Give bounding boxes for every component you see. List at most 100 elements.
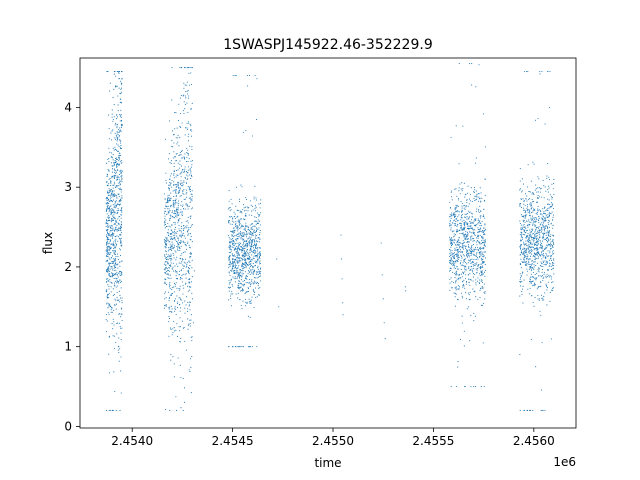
data-point [120,316,122,318]
data-point [183,193,185,195]
data-point [113,176,115,178]
data-point [228,272,230,274]
data-point [526,257,528,259]
data-point [181,234,183,236]
data-point [117,157,120,159]
data-point [539,191,541,193]
data-point [180,299,182,301]
data-point [108,269,110,271]
data-point [251,135,253,137]
data-point [539,229,541,231]
data-point [454,207,456,209]
data-point [531,260,533,262]
data-point [190,107,192,110]
data-point [189,286,191,288]
data-point [464,234,466,236]
data-point [113,73,115,75]
data-point [477,277,479,279]
data-point [253,280,255,282]
data-point [116,213,118,215]
data-point [455,385,457,388]
data-point [256,254,258,257]
data-point [239,269,241,271]
data-point [247,251,249,253]
data-point [471,216,473,218]
data-point [121,232,123,234]
data-point [191,200,193,202]
data-point [253,269,255,271]
data-point [113,181,115,183]
data-point [112,261,114,263]
data-point [239,211,241,213]
data-point [244,247,246,249]
data-point [473,385,475,388]
data-point [168,194,170,196]
data-point [245,265,247,267]
data-point [191,281,193,283]
data-point [171,286,173,289]
data-point [545,276,547,278]
data-point [112,219,114,221]
data-point [455,289,457,291]
data-point [120,208,123,210]
data-point [529,221,531,223]
data-point [481,220,483,223]
data-point [182,228,184,230]
data-point [482,233,485,235]
data-point [527,209,529,211]
data-point [166,271,168,273]
data-point [228,221,230,223]
data-point [121,273,123,275]
data-point [114,272,117,275]
data-point [185,220,187,222]
data-point [530,266,532,268]
data-point [458,240,460,242]
data-point [178,219,180,221]
data-point [528,243,530,245]
data-point [246,301,248,303]
data-point [173,244,175,247]
data-point [552,216,554,218]
data-point [525,232,527,234]
data-point [462,284,465,286]
data-point [527,71,529,73]
data-point [168,316,170,318]
data-point [169,255,171,257]
data-point [253,249,255,251]
data-point [232,242,234,244]
data-point [457,239,459,241]
data-point [171,67,173,69]
data-point [533,276,535,279]
data-point [191,252,193,254]
data-point [175,200,177,202]
data-point [520,275,522,277]
data-point [256,296,258,298]
data-point [469,260,471,262]
data-point [120,113,122,115]
data-point [230,240,232,243]
data-point [542,265,544,268]
data-point [524,229,526,231]
data-point [244,263,246,265]
data-point [117,207,119,210]
data-point [174,265,176,267]
data-point [528,245,530,247]
data-point [236,272,238,274]
data-point [526,409,528,412]
data-point [108,218,110,220]
data-point [537,208,539,210]
data-point [238,198,241,200]
data-point [121,160,123,162]
data-point [483,244,485,246]
data-point [475,263,477,265]
data-point [111,232,113,234]
data-point [239,260,241,262]
data-point [171,237,173,240]
data-point [528,190,530,193]
data-point [533,237,535,239]
data-point [466,213,468,215]
data-point [520,252,522,254]
data-point [530,281,532,283]
data-point [550,245,552,247]
data-point [244,255,246,258]
